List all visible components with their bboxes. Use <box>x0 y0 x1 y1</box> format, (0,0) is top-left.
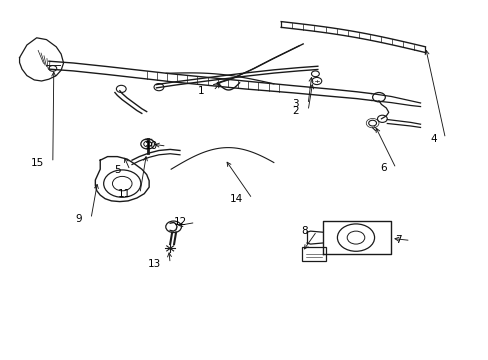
Text: 9: 9 <box>75 214 82 224</box>
Text: 3: 3 <box>292 99 299 109</box>
Text: 6: 6 <box>380 163 386 174</box>
Text: 13: 13 <box>148 258 161 269</box>
Text: 2: 2 <box>292 106 299 116</box>
Text: 7: 7 <box>394 235 401 246</box>
Text: 4: 4 <box>429 134 436 144</box>
Text: 8: 8 <box>301 226 307 236</box>
Text: 10: 10 <box>144 141 158 151</box>
Bar <box>302 247 325 261</box>
Text: 11: 11 <box>118 189 131 199</box>
Text: 12: 12 <box>173 217 186 228</box>
Text: 14: 14 <box>230 194 243 204</box>
Text: 15: 15 <box>31 158 44 168</box>
Text: 1: 1 <box>197 86 204 96</box>
Text: 5: 5 <box>114 165 121 175</box>
